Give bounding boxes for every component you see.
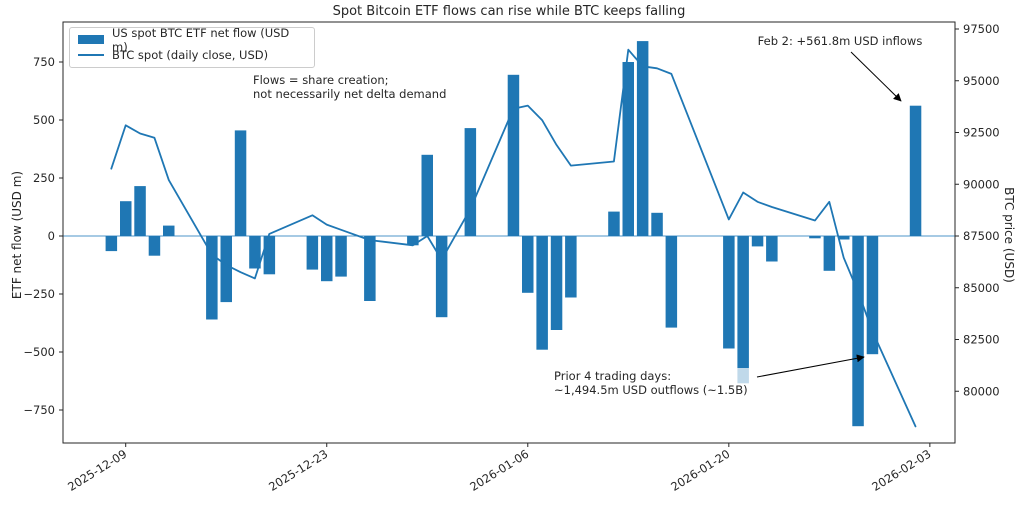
right-axis-title: BTC price (USD) [1002, 187, 1016, 283]
flow-bar [321, 236, 333, 282]
left-tick-label: −250 [23, 287, 55, 301]
legend-entry-line: BTC spot (daily close, USD) [78, 47, 306, 62]
flow-bar [220, 236, 232, 303]
flow-bar [852, 236, 864, 427]
flow-bar [751, 236, 764, 247]
prior4-line1: Prior 4 trading days: [554, 369, 672, 383]
feb2-annotation: Feb 2: +561.8m USD inflows [757, 34, 923, 48]
right-tick-label: 90000 [963, 177, 1000, 191]
flow-bar [809, 236, 821, 239]
flow-bar [105, 236, 118, 252]
prior4-arrow [756, 354, 865, 378]
plot-frame [62, 21, 956, 444]
right-axis-ticks: 97500 95000 92500 90000 87500 85000 82500 80000 [955, 22, 1000, 398]
btc-price-line [110, 48, 917, 428]
prior4-line2: ~1,494.5m USD outflows (~1.5B) [554, 383, 748, 397]
feb2-arrow [850, 51, 902, 102]
flow-bar [737, 236, 749, 384]
legend: US spot BTC ETF net flow (USD m) BTC spo… [69, 26, 315, 68]
flow-bar [407, 236, 419, 246]
flows-note-annotation: Flows = share creation; not necessarily … [253, 73, 446, 101]
flow-bar [335, 236, 347, 277]
x-tick-label: 2026-01-06 [467, 447, 531, 494]
left-axis-ticks: 750 500 250 0 −250 −500 −750 [23, 55, 63, 417]
flows-note-line1: Flows = share creation; [253, 73, 389, 87]
flow-bar [636, 41, 649, 236]
flow-bar [522, 236, 534, 293]
flow-bar [464, 128, 477, 236]
x-axis-ticks: 2025-12-09 2025-12-23 2026-01-06 2026-01-20… [65, 443, 933, 494]
prior4-annotation: Prior 4 trading days: ~1,494.5m USD outf… [551, 368, 751, 398]
right-tick-label: 85000 [963, 281, 1000, 295]
x-tick-label: 2026-01-20 [668, 447, 732, 494]
flow-bar [435, 236, 448, 318]
x-tick-label: 2026-02-03 [869, 447, 933, 494]
flow-bars [105, 41, 922, 427]
flow-bar [364, 236, 376, 301]
right-tick-label: 92500 [963, 126, 1000, 140]
right-tick-label: 97500 [963, 22, 1000, 36]
flow-bar [120, 201, 132, 236]
left-axis-title: ETF net flow (USD m) [10, 170, 24, 300]
legend-entry-bars: US spot BTC ETF net flow (USD m) [78, 26, 306, 54]
flows-note-line2: not necessarily net delta demand [253, 87, 447, 101]
x-tick-label: 2025-12-23 [266, 447, 330, 494]
flow-bar [766, 236, 778, 262]
legend-bar-label: US spot BTC ETF net flow (USD m) [112, 25, 290, 54]
flow-bar [823, 236, 836, 271]
left-tick-label: 0 [48, 229, 55, 243]
left-tick-label: 750 [33, 55, 55, 69]
right-tick-label: 87500 [963, 229, 1000, 243]
flow-bar [507, 74, 520, 236]
flow-bar [263, 236, 276, 275]
left-tick-label: −750 [23, 403, 55, 417]
flow-bar [608, 211, 620, 236]
flow-bar [565, 236, 577, 298]
flow-bar [234, 130, 247, 236]
left-tick-label: 250 [33, 171, 55, 185]
x-tick-label: 2025-12-09 [65, 447, 129, 494]
flow-bar [249, 236, 261, 269]
right-tick-label: 95000 [963, 74, 1000, 88]
flow-bar [665, 236, 678, 328]
bar-swatch-icon [78, 35, 104, 44]
annotation-arrows [756, 51, 902, 378]
flow-bar [421, 154, 433, 236]
right-tick-label: 80000 [963, 384, 1000, 398]
chart-title: Spot Bitcoin ETF flows can rise while BT… [332, 4, 686, 19]
legend-line-label: BTC spot (daily close, USD) [112, 47, 269, 62]
flow-bar [723, 236, 735, 349]
flow-bar [148, 236, 161, 256]
flow-bar [536, 236, 548, 350]
flow-bar [206, 236, 218, 320]
right-tick-label: 82500 [963, 333, 1000, 347]
line-swatch-icon [78, 53, 104, 56]
flow-bar [622, 62, 634, 236]
flow-bar [651, 212, 663, 236]
left-tick-label: −500 [23, 345, 55, 359]
flow-bar [909, 105, 922, 236]
left-tick-label: 500 [33, 113, 55, 127]
flow-bar [163, 225, 175, 236]
flow-bar [306, 236, 319, 270]
flow-bar [866, 236, 879, 355]
flow-bar [134, 186, 146, 236]
flow-bar [550, 236, 563, 330]
flow-bar [838, 236, 850, 240]
